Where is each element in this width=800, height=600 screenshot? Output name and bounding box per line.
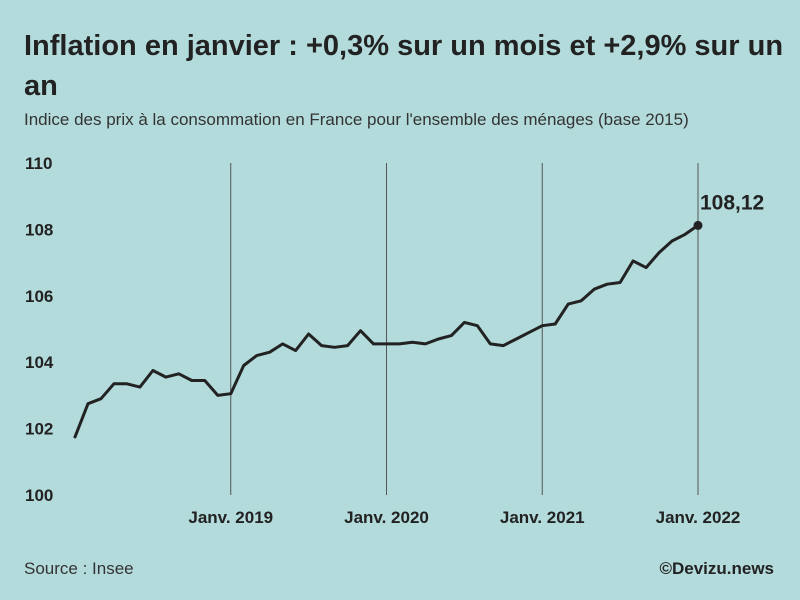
x-tick-label: Janv. 2019 <box>188 508 273 527</box>
year-markers <box>230 163 699 495</box>
x-tick-label: Janv. 2022 <box>656 508 741 527</box>
x-tick-label: Janv. 2021 <box>500 508 585 527</box>
y-tick-label: 100 <box>25 486 53 505</box>
x-tick-label: Janv. 2020 <box>344 508 429 527</box>
chart-title: Inflation en janvier : +0,3% sur un mois… <box>24 30 784 102</box>
highlight-group: 108,12 <box>693 191 764 230</box>
highlight-point <box>693 220 703 230</box>
source-note: Source : Insee <box>24 559 134 578</box>
y-tick-label: 108 <box>25 220 53 239</box>
highlight-label: 108,12 <box>700 191 764 214</box>
y-tick-label: 104 <box>25 353 54 372</box>
credit-logo: ©Devizu.news <box>659 559 774 578</box>
series-group <box>73 223 700 439</box>
y-tick-label: 106 <box>25 287 53 306</box>
x-axis: Janv. 2019 Janv. 2020 Janv. 2021 Janv. 2022 <box>188 508 740 527</box>
y-axis: 100 102 104 106 108 110 <box>25 154 54 505</box>
y-tick-label: 102 <box>25 420 53 439</box>
chart-subtitle: Indice des prix à la consommation en Fra… <box>24 110 689 129</box>
series-line <box>73 223 700 439</box>
y-tick-label: 110 <box>25 154 52 173</box>
